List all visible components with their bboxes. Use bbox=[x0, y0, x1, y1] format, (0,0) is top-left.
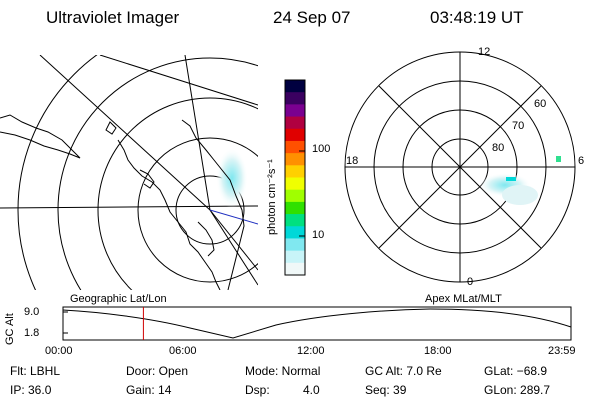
colorbar-swatch bbox=[285, 250, 305, 264]
status-seq: Seq: 39 bbox=[365, 383, 407, 397]
mlt-label-0: 0 bbox=[467, 276, 474, 288]
colorbar-swatch bbox=[285, 238, 305, 252]
lat-label-60: 60 bbox=[534, 98, 547, 110]
timeline-right-label: Apex MLat/MLT bbox=[425, 293, 502, 305]
colorbar-swatch bbox=[285, 153, 305, 166]
colorbar-tick-100: 100 bbox=[312, 143, 331, 155]
colorbar-swatch bbox=[285, 189, 305, 203]
colorbar-swatch bbox=[285, 128, 305, 142]
colorbar-swatch bbox=[285, 116, 305, 130]
colorbar-unit-label: photon cm⁻²s⁻¹ bbox=[266, 159, 278, 235]
colorbar-swatch bbox=[285, 104, 305, 118]
timeline-ytick-1-8: 1.8 bbox=[24, 327, 40, 339]
mlt-label-6: 6 bbox=[578, 155, 585, 167]
colorbar-swatch bbox=[285, 80, 305, 93]
status-dsp-label: Dsp: bbox=[245, 383, 270, 397]
timeline-plot bbox=[62, 306, 572, 341]
timeline-axis-title: GC Alt bbox=[4, 313, 16, 345]
timeline-xtick-1800: 18:00 bbox=[424, 345, 452, 357]
colorbar-swatch bbox=[285, 214, 305, 227]
status-glon: GLon: 289.7 bbox=[484, 383, 551, 397]
colorbar bbox=[285, 80, 305, 276]
colorbar-swatch bbox=[285, 177, 305, 191]
colorbar-swatch bbox=[285, 140, 305, 154]
date: 24 Sep 07 bbox=[273, 8, 351, 27]
status-flt: Flt: LBHL bbox=[10, 364, 61, 378]
timeline-left-label: Geographic Lat/Lon bbox=[70, 293, 167, 305]
status-mode: Mode: Normal bbox=[245, 364, 321, 378]
lat-label-80: 80 bbox=[492, 142, 505, 154]
lat-label-70: 70 bbox=[512, 120, 525, 132]
title: Ultraviolet Imager bbox=[46, 8, 180, 27]
time: 03:48:19 UT bbox=[430, 8, 524, 27]
status-door: Door: Open bbox=[126, 364, 189, 378]
colorbar-tick-10: 10 bbox=[312, 229, 325, 241]
status-gc-alt: GC Alt: 7.0 Re bbox=[365, 364, 442, 378]
timeline-xtick-0600: 06:00 bbox=[169, 345, 197, 357]
status-ip: IP: 36.0 bbox=[10, 383, 52, 397]
colorbar-swatch bbox=[285, 226, 305, 240]
timeline-xtick-1200: 12:00 bbox=[297, 345, 325, 357]
colorbar-swatch bbox=[285, 201, 305, 215]
status-gain: Gain: 14 bbox=[126, 383, 172, 397]
geographic-map bbox=[0, 55, 258, 290]
colorbar-swatch bbox=[285, 92, 305, 105]
mlt-label-12: 12 bbox=[478, 46, 491, 58]
colorbar-swatch bbox=[285, 262, 305, 276]
timeline-xtick-2359: 23:59 bbox=[548, 345, 576, 357]
colorbar-swatch bbox=[285, 165, 305, 179]
altitude-curve bbox=[62, 308, 572, 339]
timeline-xtick-0000: 00:00 bbox=[45, 345, 73, 357]
polar-plot bbox=[344, 51, 576, 283]
mlt-label-18: 18 bbox=[346, 155, 359, 167]
status-dsp-value: 4.0 bbox=[303, 383, 320, 397]
status-glat: GLat: −68.9 bbox=[484, 364, 548, 378]
timeline-ytick-9: 9.0 bbox=[24, 306, 40, 318]
